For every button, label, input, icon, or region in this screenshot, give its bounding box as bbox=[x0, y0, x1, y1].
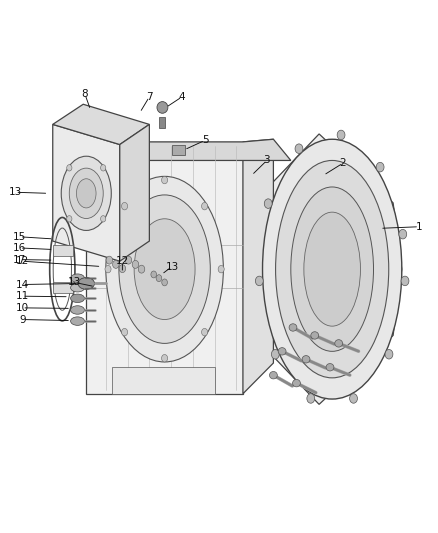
Ellipse shape bbox=[151, 271, 156, 278]
Ellipse shape bbox=[67, 165, 72, 171]
Ellipse shape bbox=[106, 256, 113, 264]
Ellipse shape bbox=[101, 165, 106, 171]
Ellipse shape bbox=[269, 372, 277, 379]
Polygon shape bbox=[53, 124, 120, 261]
Ellipse shape bbox=[401, 276, 409, 286]
Ellipse shape bbox=[134, 219, 195, 319]
Ellipse shape bbox=[71, 284, 85, 292]
Ellipse shape bbox=[311, 332, 319, 339]
Polygon shape bbox=[243, 134, 402, 405]
Polygon shape bbox=[120, 124, 149, 261]
Text: 16: 16 bbox=[13, 243, 26, 253]
Polygon shape bbox=[53, 282, 73, 293]
Text: 7: 7 bbox=[146, 92, 153, 102]
Polygon shape bbox=[173, 144, 185, 155]
Ellipse shape bbox=[69, 168, 103, 219]
Ellipse shape bbox=[162, 279, 167, 286]
Ellipse shape bbox=[337, 130, 345, 140]
Text: 9: 9 bbox=[19, 314, 25, 325]
Ellipse shape bbox=[399, 229, 407, 239]
Text: 4: 4 bbox=[179, 92, 185, 102]
Ellipse shape bbox=[61, 156, 111, 230]
Ellipse shape bbox=[106, 176, 223, 362]
Polygon shape bbox=[113, 367, 215, 394]
Text: 8: 8 bbox=[81, 89, 88, 99]
Text: 11: 11 bbox=[16, 291, 29, 301]
Ellipse shape bbox=[385, 350, 393, 359]
Ellipse shape bbox=[71, 317, 85, 325]
Ellipse shape bbox=[326, 364, 334, 371]
Ellipse shape bbox=[307, 394, 314, 403]
Ellipse shape bbox=[276, 160, 389, 378]
Ellipse shape bbox=[335, 340, 343, 347]
Text: 14: 14 bbox=[16, 279, 29, 289]
Ellipse shape bbox=[162, 354, 168, 362]
Ellipse shape bbox=[121, 203, 127, 210]
Ellipse shape bbox=[78, 278, 95, 289]
Ellipse shape bbox=[105, 265, 111, 273]
Ellipse shape bbox=[101, 216, 106, 222]
Ellipse shape bbox=[350, 394, 357, 403]
Ellipse shape bbox=[262, 139, 402, 399]
Polygon shape bbox=[86, 139, 291, 160]
Polygon shape bbox=[159, 117, 165, 127]
Ellipse shape bbox=[157, 102, 168, 114]
Ellipse shape bbox=[255, 276, 263, 286]
Ellipse shape bbox=[291, 187, 374, 351]
Ellipse shape bbox=[201, 203, 208, 210]
Text: 1: 1 bbox=[416, 222, 423, 232]
Text: 13: 13 bbox=[166, 262, 179, 271]
Ellipse shape bbox=[376, 163, 384, 172]
Text: 10: 10 bbox=[16, 303, 29, 313]
Text: 13: 13 bbox=[9, 187, 22, 197]
Text: 2: 2 bbox=[340, 158, 346, 168]
Text: 17: 17 bbox=[13, 255, 26, 264]
Ellipse shape bbox=[125, 256, 132, 264]
Ellipse shape bbox=[201, 328, 208, 336]
Ellipse shape bbox=[138, 265, 145, 273]
Ellipse shape bbox=[77, 179, 96, 208]
Text: 12: 12 bbox=[16, 256, 29, 266]
Ellipse shape bbox=[156, 274, 162, 281]
Ellipse shape bbox=[264, 199, 272, 208]
Ellipse shape bbox=[293, 379, 300, 387]
Ellipse shape bbox=[132, 261, 139, 268]
Text: 5: 5 bbox=[202, 135, 208, 146]
Ellipse shape bbox=[67, 216, 72, 222]
Ellipse shape bbox=[71, 274, 85, 282]
Polygon shape bbox=[53, 245, 73, 256]
Text: 15: 15 bbox=[13, 232, 26, 242]
Ellipse shape bbox=[272, 350, 279, 359]
Ellipse shape bbox=[304, 212, 360, 326]
Ellipse shape bbox=[113, 261, 119, 268]
Ellipse shape bbox=[295, 144, 303, 154]
Polygon shape bbox=[53, 104, 149, 144]
Ellipse shape bbox=[162, 176, 168, 184]
Ellipse shape bbox=[71, 294, 85, 303]
Ellipse shape bbox=[121, 328, 127, 336]
Text: 12: 12 bbox=[116, 256, 129, 266]
Ellipse shape bbox=[218, 265, 224, 273]
Ellipse shape bbox=[289, 324, 297, 331]
Polygon shape bbox=[243, 139, 273, 394]
Ellipse shape bbox=[119, 195, 210, 343]
Ellipse shape bbox=[119, 265, 126, 272]
Polygon shape bbox=[86, 142, 243, 394]
Ellipse shape bbox=[302, 356, 310, 363]
Ellipse shape bbox=[71, 306, 85, 314]
Text: 3: 3 bbox=[264, 156, 270, 165]
Text: 13: 13 bbox=[68, 277, 81, 287]
Ellipse shape bbox=[278, 348, 286, 355]
